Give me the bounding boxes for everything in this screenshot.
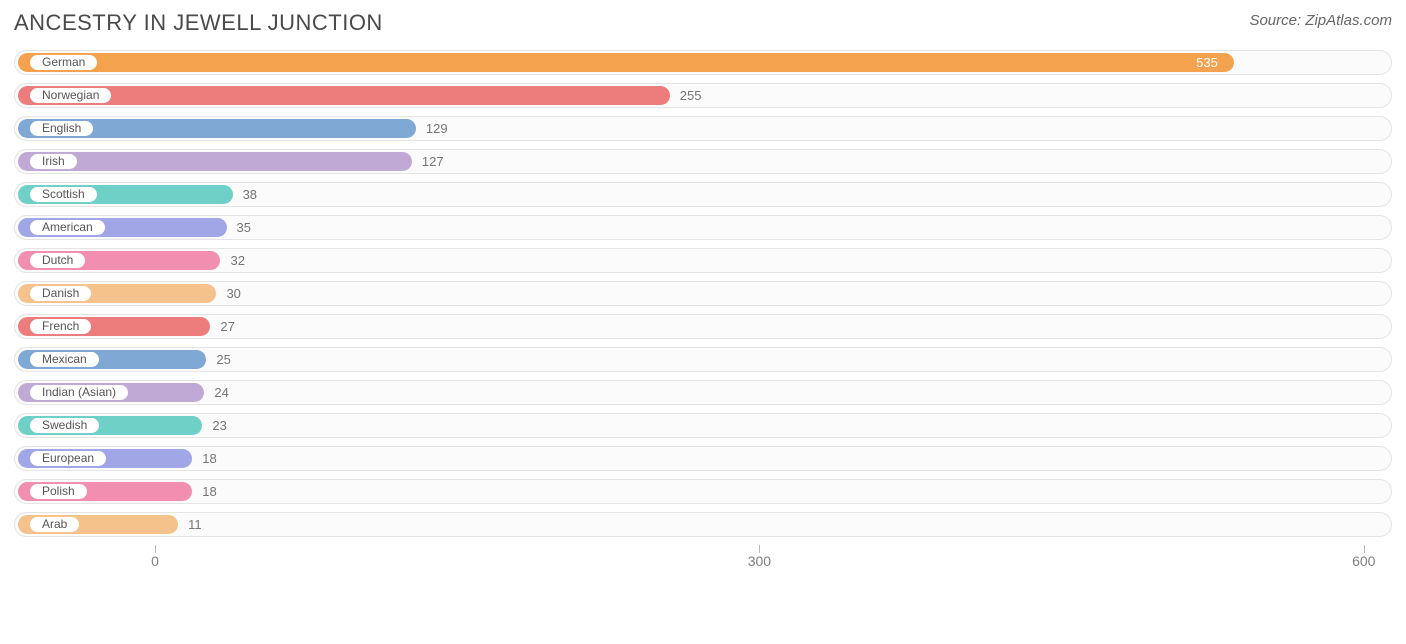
bar-row: American 35 [14, 215, 1392, 240]
bar-category-label: German [29, 54, 98, 71]
bar-value-label: 24 [214, 385, 228, 400]
bar-value-label: 129 [426, 121, 448, 136]
bar-value-label: 127 [422, 154, 444, 169]
bar-category-label: Indian (Asian) [29, 384, 129, 401]
bar-row: French 27 [14, 314, 1392, 339]
bar-category-label: Polish [29, 483, 88, 500]
chart-source: Source: ZipAtlas.com [1249, 10, 1392, 29]
bar-category-label: Arab [29, 516, 80, 533]
bar-category-label: French [29, 318, 92, 335]
bar-category-label: Scottish [29, 186, 98, 203]
bar-row: English 129 [14, 116, 1392, 141]
bar-category-label: Irish [29, 153, 78, 170]
bar-value-label: 18 [202, 484, 216, 499]
bar-category-label: Swedish [29, 417, 100, 434]
bar-category-label: Norwegian [29, 87, 112, 104]
bar-value-label: 38 [243, 187, 257, 202]
bar-value-label: 23 [212, 418, 226, 433]
bar-row: Swedish 23 [14, 413, 1392, 438]
bar-row: Dutch 32 [14, 248, 1392, 273]
chart-title: ANCESTRY IN JEWELL JUNCTION [14, 10, 383, 36]
bar-row: Indian (Asian) 24 [14, 380, 1392, 405]
bar-row: European 18 [14, 446, 1392, 471]
bar-fill [18, 86, 670, 105]
bar-row: Arab 11 [14, 512, 1392, 537]
bar-value-label: 32 [230, 253, 244, 268]
bar-category-label: Mexican [29, 351, 100, 368]
axis-tick [759, 545, 760, 553]
bar-chart: German 535 Norwegian 255 English 129 Irish 127 S… [14, 50, 1392, 567]
axis-tick [1364, 545, 1365, 553]
bar-category-label: American [29, 219, 106, 236]
bar-row: Scottish 38 [14, 182, 1392, 207]
bar-value-label: 30 [226, 286, 240, 301]
bar-value-label: 25 [216, 352, 230, 367]
bar-value-label: 535 [1196, 55, 1218, 70]
bar-category-label: Dutch [29, 252, 86, 269]
bar-category-label: European [29, 450, 107, 467]
bar-row: Mexican 25 [14, 347, 1392, 372]
bar-row: Irish 127 [14, 149, 1392, 174]
bar-value-label: 18 [202, 451, 216, 466]
axis-tick-label: 0 [151, 553, 159, 569]
bar-value-label: 27 [220, 319, 234, 334]
bar-value-label: 255 [680, 88, 702, 103]
bar-category-label: Danish [29, 285, 92, 302]
bar-value-label: 11 [188, 517, 202, 532]
axis-tick [155, 545, 156, 553]
axis-tick-label: 300 [748, 553, 771, 569]
bar-row: Danish 30 [14, 281, 1392, 306]
axis-tick-label: 600 [1352, 553, 1375, 569]
bar-value-label: 35 [237, 220, 251, 235]
x-axis: 0 300 600 [14, 545, 1392, 567]
bar-fill [18, 53, 1234, 72]
bar-row: German 535 [14, 50, 1392, 75]
bar-row: Polish 18 [14, 479, 1392, 504]
bar-category-label: English [29, 120, 94, 137]
chart-header: ANCESTRY IN JEWELL JUNCTION Source: ZipA… [14, 10, 1392, 36]
bar-row: Norwegian 255 [14, 83, 1392, 108]
